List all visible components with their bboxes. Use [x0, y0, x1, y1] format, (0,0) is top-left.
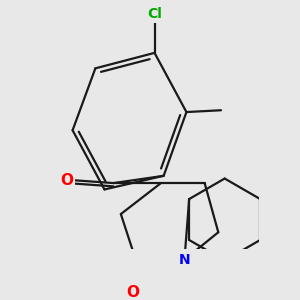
- Text: Cl: Cl: [147, 8, 162, 21]
- Text: O: O: [61, 173, 74, 188]
- Text: O: O: [126, 285, 139, 300]
- Text: N: N: [179, 253, 190, 267]
